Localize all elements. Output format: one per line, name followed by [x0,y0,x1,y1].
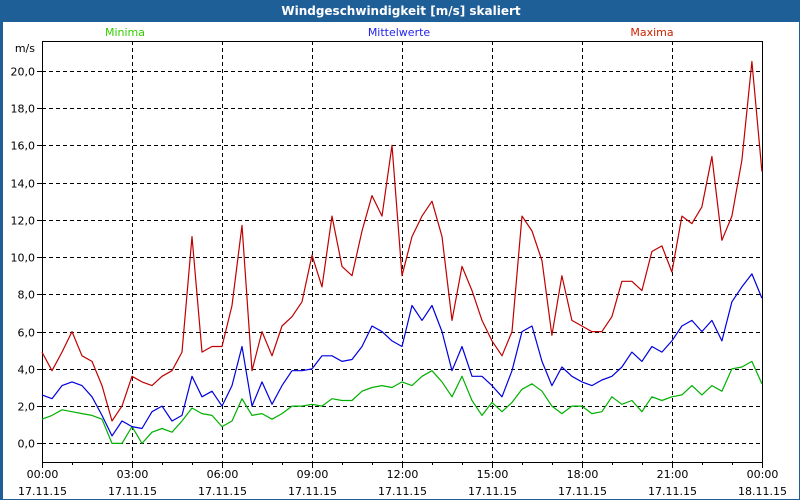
y-tick-label: 14,0 [11,178,36,191]
y-tick-label: 2,0 [18,401,36,414]
series-line-minima [41,360,763,444]
y-tick-label: 0,0 [18,438,36,451]
x-tick-time: 21:00 [657,468,689,481]
x-tick-time: 03:00 [117,468,149,481]
legend-minima: Minima [105,26,145,39]
x-tick-time: 06:00 [207,468,239,481]
x-tick-time: 12:00 [387,468,419,481]
x-tick-time: 18:00 [567,468,599,481]
y-tick-label: 12,0 [11,215,36,228]
legend-maxima: Maxima [630,26,673,39]
y-tick-label: 4,0 [18,364,36,377]
wind-speed-chart: 0,0 2,0 4,0 6,0 8,0 10,0 12,0 14,0 16,0 18,0 20,0 0… [11,26,787,498]
x-tick-date: 18.11.15 [738,485,787,498]
x-tick-date: 17.11.15 [18,485,67,498]
x-tick-date: 17.11.15 [288,485,337,498]
x-tick-time: 15:00 [477,468,509,481]
x-tick-date: 17.11.15 [558,485,607,498]
y-tick-label: 16,0 [11,140,36,153]
series-line-mittelwerte [41,273,763,437]
x-tick-date: 17.11.15 [198,485,247,498]
x-tick-date: 17.11.15 [108,485,157,498]
x-tick-time: 00:00 [27,468,59,481]
series-line-maxima [41,60,763,422]
y-axis-label: m/s [15,42,35,55]
x-tick-date: 17.11.15 [468,485,517,498]
window-title: Windgeschwindigkeit [m/s] skaliert [1,1,800,22]
y-tick-label: 8,0 [18,289,36,302]
y-tick-label: 18,0 [11,103,36,116]
x-tick-date: 17.11.15 [648,485,697,498]
x-tick-time: 00:00 [747,468,779,481]
y-tick-label: 20,0 [11,66,36,79]
x-tick-date: 17.11.15 [378,485,427,498]
plot-frame [42,41,763,463]
chart-area: 0,0 2,0 4,0 6,0 8,0 10,0 12,0 14,0 16,0 18,0 20,0 0… [3,22,799,499]
legend-mittelwerte: Mittelwerte [368,26,431,39]
y-tick-label: 10,0 [11,252,36,265]
x-tick-time: 09:00 [297,468,329,481]
y-tick-label: 6,0 [18,327,36,340]
